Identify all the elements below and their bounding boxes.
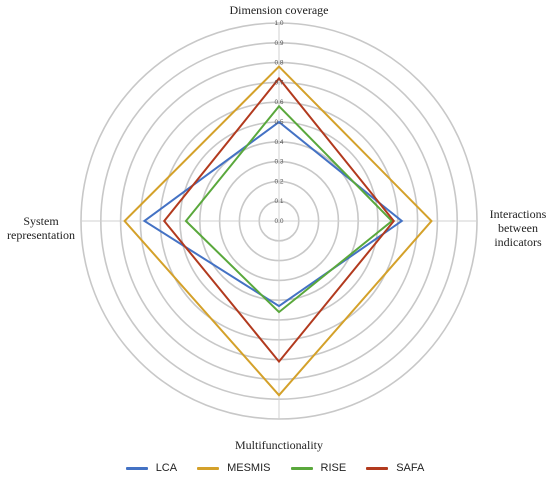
- axis-label-dimension-coverage: Dimension coverage: [229, 3, 329, 17]
- legend: LCA MESMIS RISE SAFA: [0, 459, 550, 477]
- tick-label: 0.7: [274, 79, 283, 86]
- axis-label-multifunctionality: Multifunctionality: [235, 438, 323, 452]
- tick-labels: 0.0 0.1 0.2 0.3 0.4 0.5 0.6 0.7 0.8 0.9 1.0: [274, 20, 283, 225]
- tick-label: 0.8: [274, 60, 283, 67]
- legend-swatch-rise: [290, 466, 313, 470]
- axis-label-system-representation: System representation: [7, 214, 75, 242]
- series-safa: [162, 76, 396, 364]
- series-rise: [184, 104, 394, 314]
- legend-item-lca[interactable]: LCA: [125, 462, 178, 474]
- tick-label: 0.1: [274, 198, 283, 205]
- tick-label: 0.5: [274, 119, 283, 126]
- series-mesmis: [123, 65, 433, 397]
- legend-swatch-safa: [366, 466, 389, 470]
- legend-label-safa: SAFA: [396, 462, 425, 474]
- legend-label-mesmis: MESMIS: [227, 462, 271, 474]
- tick-label: 0.4: [274, 139, 283, 146]
- tick-label: 0.9: [274, 40, 283, 47]
- legend-item-safa[interactable]: SAFA: [366, 462, 424, 474]
- tick-label: 0.2: [274, 178, 283, 185]
- legend-swatch-mesmis: [197, 466, 220, 470]
- tick-label: 0.6: [274, 99, 283, 106]
- tick-label: 0.3: [274, 159, 283, 166]
- legend-item-rise[interactable]: RISE: [290, 462, 347, 474]
- legend-label-rise: RISE: [320, 462, 347, 474]
- series-layer: [123, 65, 433, 397]
- legend-item-mesmis[interactable]: MESMIS: [197, 462, 271, 474]
- series-lca: [142, 120, 404, 308]
- tick-label: 0.0: [274, 218, 283, 225]
- axis-label-interactions-between-indicators: Interactions between indicators: [489, 207, 547, 249]
- legend-label-lca: LCA: [155, 462, 178, 474]
- legend-swatch-lca: [125, 466, 148, 470]
- tick-label: 1.0: [274, 20, 283, 27]
